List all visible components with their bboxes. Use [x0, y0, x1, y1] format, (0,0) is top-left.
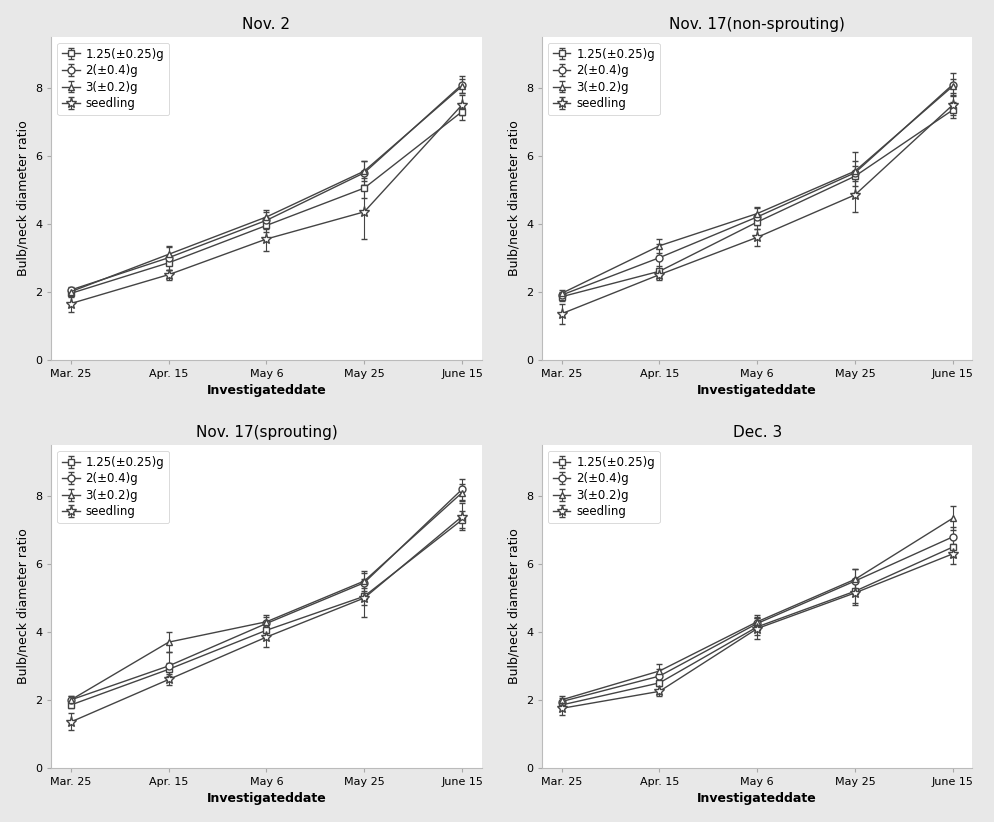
Y-axis label: Bulb/neck diameter ratio: Bulb/neck diameter ratio: [507, 120, 521, 276]
Y-axis label: Bulb/neck diameter ratio: Bulb/neck diameter ratio: [17, 120, 30, 276]
Y-axis label: Bulb/neck diameter ratio: Bulb/neck diameter ratio: [507, 529, 521, 685]
Title: Nov. 17(sprouting): Nov. 17(sprouting): [196, 425, 337, 440]
Y-axis label: Bulb/neck diameter ratio: Bulb/neck diameter ratio: [17, 529, 30, 685]
X-axis label: Investigateddate: Investigateddate: [698, 384, 817, 397]
Title: Dec. 3: Dec. 3: [733, 425, 782, 440]
X-axis label: Investigateddate: Investigateddate: [207, 384, 326, 397]
X-axis label: Investigateddate: Investigateddate: [698, 792, 817, 806]
Legend: 1.25(±0.25)g, 2(±0.4)g, 3(±0.2)g, seedling: 1.25(±0.25)g, 2(±0.4)g, 3(±0.2)g, seedli…: [548, 451, 660, 523]
Title: Nov. 2: Nov. 2: [243, 16, 290, 32]
Legend: 1.25(±0.25)g, 2(±0.4)g, 3(±0.2)g, seedling: 1.25(±0.25)g, 2(±0.4)g, 3(±0.2)g, seedli…: [58, 451, 169, 523]
Legend: 1.25(±0.25)g, 2(±0.4)g, 3(±0.2)g, seedling: 1.25(±0.25)g, 2(±0.4)g, 3(±0.2)g, seedli…: [58, 43, 169, 115]
X-axis label: Investigateddate: Investigateddate: [207, 792, 326, 806]
Title: Nov. 17(non-sprouting): Nov. 17(non-sprouting): [669, 16, 845, 32]
Legend: 1.25(±0.25)g, 2(±0.4)g, 3(±0.2)g, seedling: 1.25(±0.25)g, 2(±0.4)g, 3(±0.2)g, seedli…: [548, 43, 660, 115]
